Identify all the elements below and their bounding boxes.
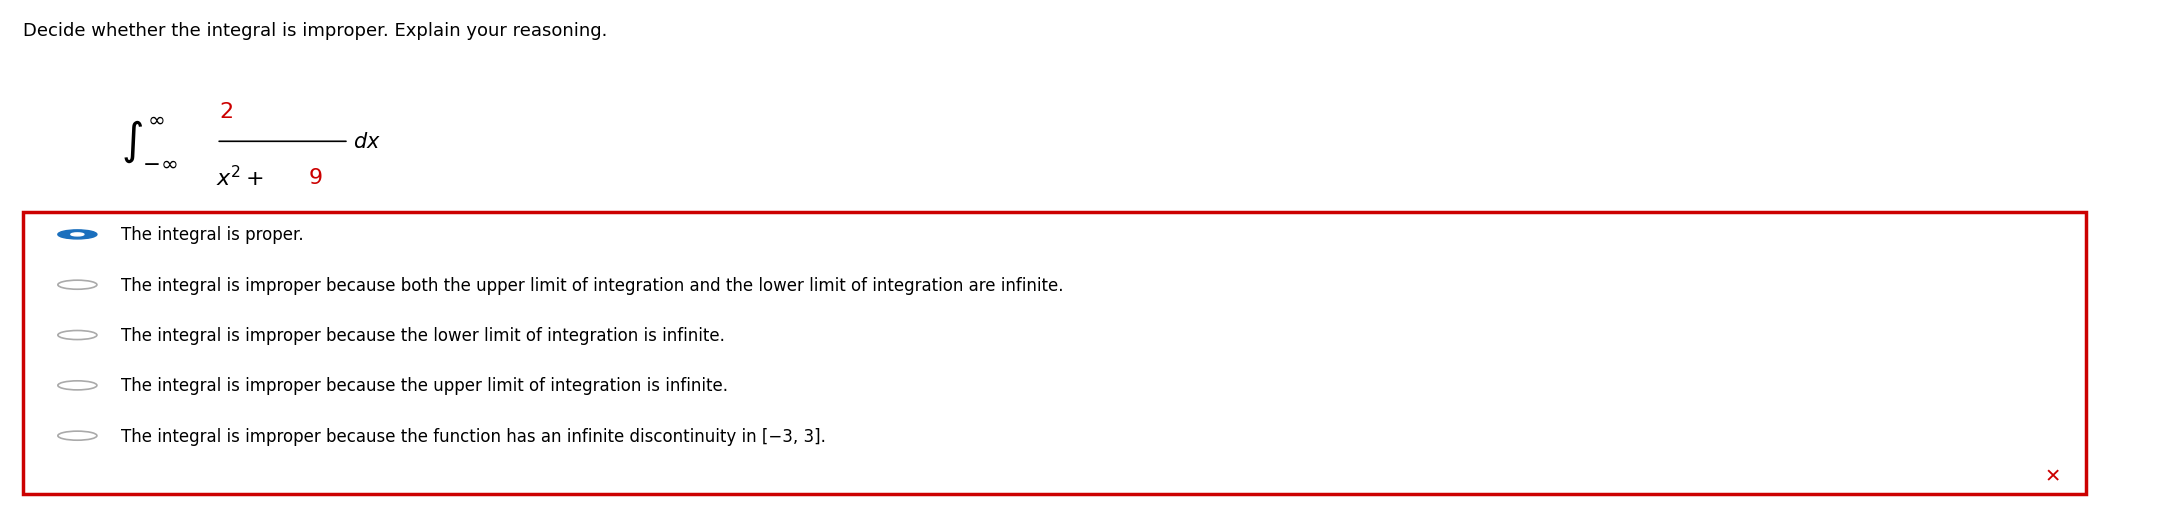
Text: $x^2 + $: $x^2 + $ [217, 165, 265, 190]
Text: $2$: $2$ [220, 102, 233, 122]
FancyBboxPatch shape [24, 212, 2085, 493]
Circle shape [72, 233, 85, 236]
Text: $\int_{-\infty}^{\infty}$: $\int_{-\infty}^{\infty}$ [122, 116, 178, 169]
Text: $dx$: $dx$ [352, 132, 380, 152]
Text: $9$: $9$ [307, 167, 322, 187]
Circle shape [59, 230, 98, 239]
Text: The integral is improper because the upper limit of integration is infinite.: The integral is improper because the upp… [122, 377, 728, 394]
Text: The integral is proper.: The integral is proper. [122, 226, 304, 244]
Text: ✕: ✕ [2046, 467, 2061, 485]
Text: Decide whether the integral is improper. Explain your reasoning.: Decide whether the integral is improper.… [24, 22, 607, 39]
Text: The integral is improper because the lower limit of integration is infinite.: The integral is improper because the low… [122, 326, 724, 344]
Text: The integral is improper because the function has an infinite discontinuity in [: The integral is improper because the fun… [122, 427, 826, 445]
Text: The integral is improper because both the upper limit of integration and the low: The integral is improper because both th… [122, 276, 1063, 294]
